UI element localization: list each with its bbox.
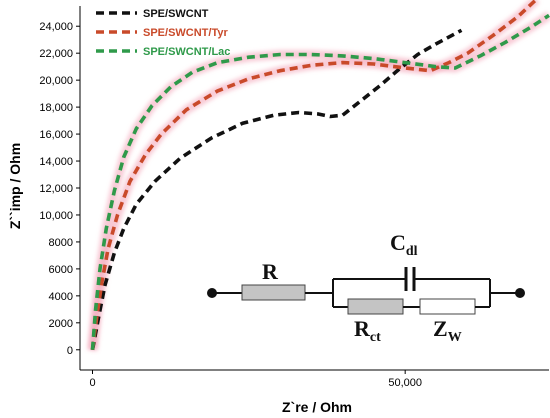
y-tick-label: 20,000 [39, 75, 73, 87]
legend-label-1: SPE/SWCNT [143, 8, 209, 20]
x-tick-label: 50,000 [388, 377, 422, 389]
series-line-1 [90, 28, 463, 351]
y-tick-label: 18,000 [39, 102, 73, 114]
label-rct: Rct [354, 316, 381, 345]
legend-label-3: SPE/SWCNT/Lac [143, 46, 230, 58]
label-rct-sub: ct [370, 330, 381, 345]
y-tick-label: 22,000 [39, 48, 73, 60]
label-zw-sub: W [448, 330, 462, 345]
label-r: R [262, 259, 279, 284]
y-axis-title: Z``imp / Ohm [7, 143, 23, 229]
y-tick-label: 16,000 [39, 129, 73, 141]
label-rct-main: R [354, 316, 371, 341]
y-tick-label: 10,000 [39, 210, 73, 222]
label-cdl: Cdl [390, 230, 418, 259]
x-ticks: 0 50,000 [89, 370, 422, 389]
series-line-3 [90, 13, 550, 350]
y-tick-label: 6000 [49, 264, 73, 276]
y-tick-label: 14,000 [39, 156, 73, 168]
y-ticks: 0 2000 4000 6000 8000 10,000 12,000 14,000 16,00… [39, 21, 80, 357]
y-tick-label: 0 [67, 345, 73, 357]
label-cdl-sub: dl [406, 244, 418, 259]
y-tick-label: 4000 [49, 291, 73, 303]
series-lines [90, 0, 550, 351]
label-zw-main: Z [433, 316, 448, 341]
resistor-r [241, 284, 306, 301]
x-tick-label: 0 [89, 377, 95, 389]
warburg-element [419, 298, 476, 315]
legend-label-2: SPE/SWCNT/Tyr [143, 27, 228, 39]
equivalent-circuit-inset: R Cdl Rct ZW [207, 230, 525, 345]
label-cdl-main: C [390, 230, 406, 255]
resistor-rct [347, 298, 404, 315]
y-tick-label: 24,000 [39, 21, 73, 33]
x-axis-title: Z`re / Ohm [282, 399, 352, 415]
series-line-2 [90, 0, 538, 351]
legend: SPE/SWCNT SPE/SWCNT/Tyr SPE/SWCNT/Lac [96, 8, 230, 58]
y-tick-label: 12,000 [39, 183, 73, 195]
y-tick-label: 8000 [49, 237, 73, 249]
y-tick-label: 2000 [49, 318, 73, 330]
label-zw: ZW [433, 316, 462, 345]
